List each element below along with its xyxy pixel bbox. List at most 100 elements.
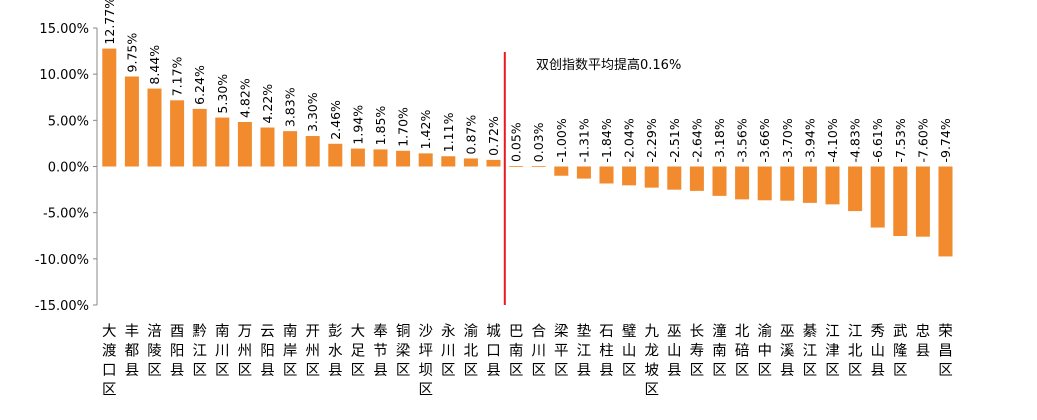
bar [260,127,275,167]
y-axis: 15.00% 10.00% 5.00% 0.00% -5.00% -10.00% -15.0… [35,22,98,314]
bar [780,166,795,201]
category-label: 江北区 [848,323,863,379]
bar [757,166,772,201]
value-label: -1.84% [599,118,614,162]
category-label: 渝北区 [464,323,479,379]
bar [848,166,863,212]
category-label: 潼南区 [712,322,727,379]
category-label: 九龙坡区 [644,323,659,399]
bar [124,76,139,167]
value-label: -2.64% [689,118,704,162]
value-label: -4.10% [825,118,840,162]
category-label: 南川区 [215,323,230,379]
value-label: -9.74% [938,118,953,162]
bar [350,148,365,167]
bar [463,158,478,167]
bar [576,166,591,179]
bar [170,100,185,167]
bar [305,136,320,167]
bar [215,117,230,167]
bar [554,166,569,176]
value-label: -1.00% [554,118,569,162]
category-label: 北碚区 [735,323,750,379]
value-label: 0.87% [463,115,478,155]
category-label: 南岸区 [283,323,298,379]
category-label: 合川区 [531,323,546,379]
bars [102,48,953,257]
bar [531,166,546,168]
category-label: 涪陵区 [147,323,162,379]
category-label: 彭水县 [328,323,343,379]
value-label: 3.30% [305,92,320,132]
category-label: 大足区 [351,323,366,379]
category-label: 万州区 [238,324,253,379]
category-label: 石柱县 [599,324,614,379]
y-tick-label: -5.00% [43,207,89,222]
bar [802,166,817,203]
y-tick-label: 5.00% [48,114,89,129]
bar [689,166,704,191]
bar [102,48,117,167]
value-label: -3.70% [780,118,795,162]
value-label: 1.94% [350,105,365,145]
category-label: 长寿区 [690,323,705,379]
value-label: -6.61% [870,118,885,162]
bar [893,166,908,237]
value-label: -4.83% [848,118,863,162]
value-labels: 12.77% 9.75% 8.44% 7.17% 6.24% 5.30% 4.82% 4.22… [102,0,953,163]
annotation: 双创指数平均提高0.16% [536,57,681,73]
bar [192,108,207,167]
bar [712,166,727,196]
bar [283,131,298,167]
category-label: 梁平区 [554,323,569,379]
bar [328,143,343,167]
value-label: 1.85% [373,106,388,146]
value-label: 3.83% [283,87,298,127]
value-label: 7.17% [170,56,185,96]
y-tick-label: 0.00% [48,161,89,176]
category-label: 酉阳县 [170,324,185,379]
value-label: 12.77% [102,0,117,45]
y-tick-label: 15.00% [39,22,89,37]
category-label: 沙坪坝区 [418,324,433,399]
value-label: 1.42% [418,110,433,150]
value-label: -3.66% [757,118,772,162]
category-label: 巴南区 [509,324,524,379]
bar [237,121,252,167]
category-label: 巫溪县 [780,324,795,379]
bar [644,166,659,188]
category-label: 璧山区 [622,322,637,379]
bar [938,166,953,257]
bar [441,156,456,167]
category-label: 江津区 [825,323,840,379]
category-label: 开州区 [305,324,320,379]
value-label: 1.11% [441,112,456,152]
category-label: 秀山县 [870,323,885,379]
value-label: 2.46% [328,100,343,140]
bar [622,166,637,186]
bar [915,166,930,237]
category-label: 永川区 [441,323,456,379]
value-label: -1.31% [576,118,591,162]
category-label: 奉节县 [373,323,388,379]
value-label: 9.75% [124,33,139,73]
value-label: 6.24% [192,65,207,105]
bar [735,166,750,200]
category-label: 綦江区 [803,323,818,379]
y-tick-label: -15.00% [35,299,89,314]
value-label: -3.18% [712,118,727,162]
value-label: -3.56% [735,118,750,162]
value-label: 8.44% [147,45,162,85]
y-tick-label: -10.00% [35,253,89,268]
value-label: 5.30% [215,74,230,114]
category-label: 云阳县 [260,324,275,379]
value-label: -3.94% [802,118,817,162]
value-label: 0.03% [531,122,546,162]
category-label: 巫山县 [667,324,682,379]
value-label: 4.22% [260,84,275,124]
category-label: 城口县 [486,323,501,379]
x-axis-labels: 大渡口区丰都县涪陵区酉阳县黔江区南川区万州区云阳县南岸区开州区彭水县大足区奉节县… [102,322,953,399]
value-label: -2.51% [667,118,682,162]
